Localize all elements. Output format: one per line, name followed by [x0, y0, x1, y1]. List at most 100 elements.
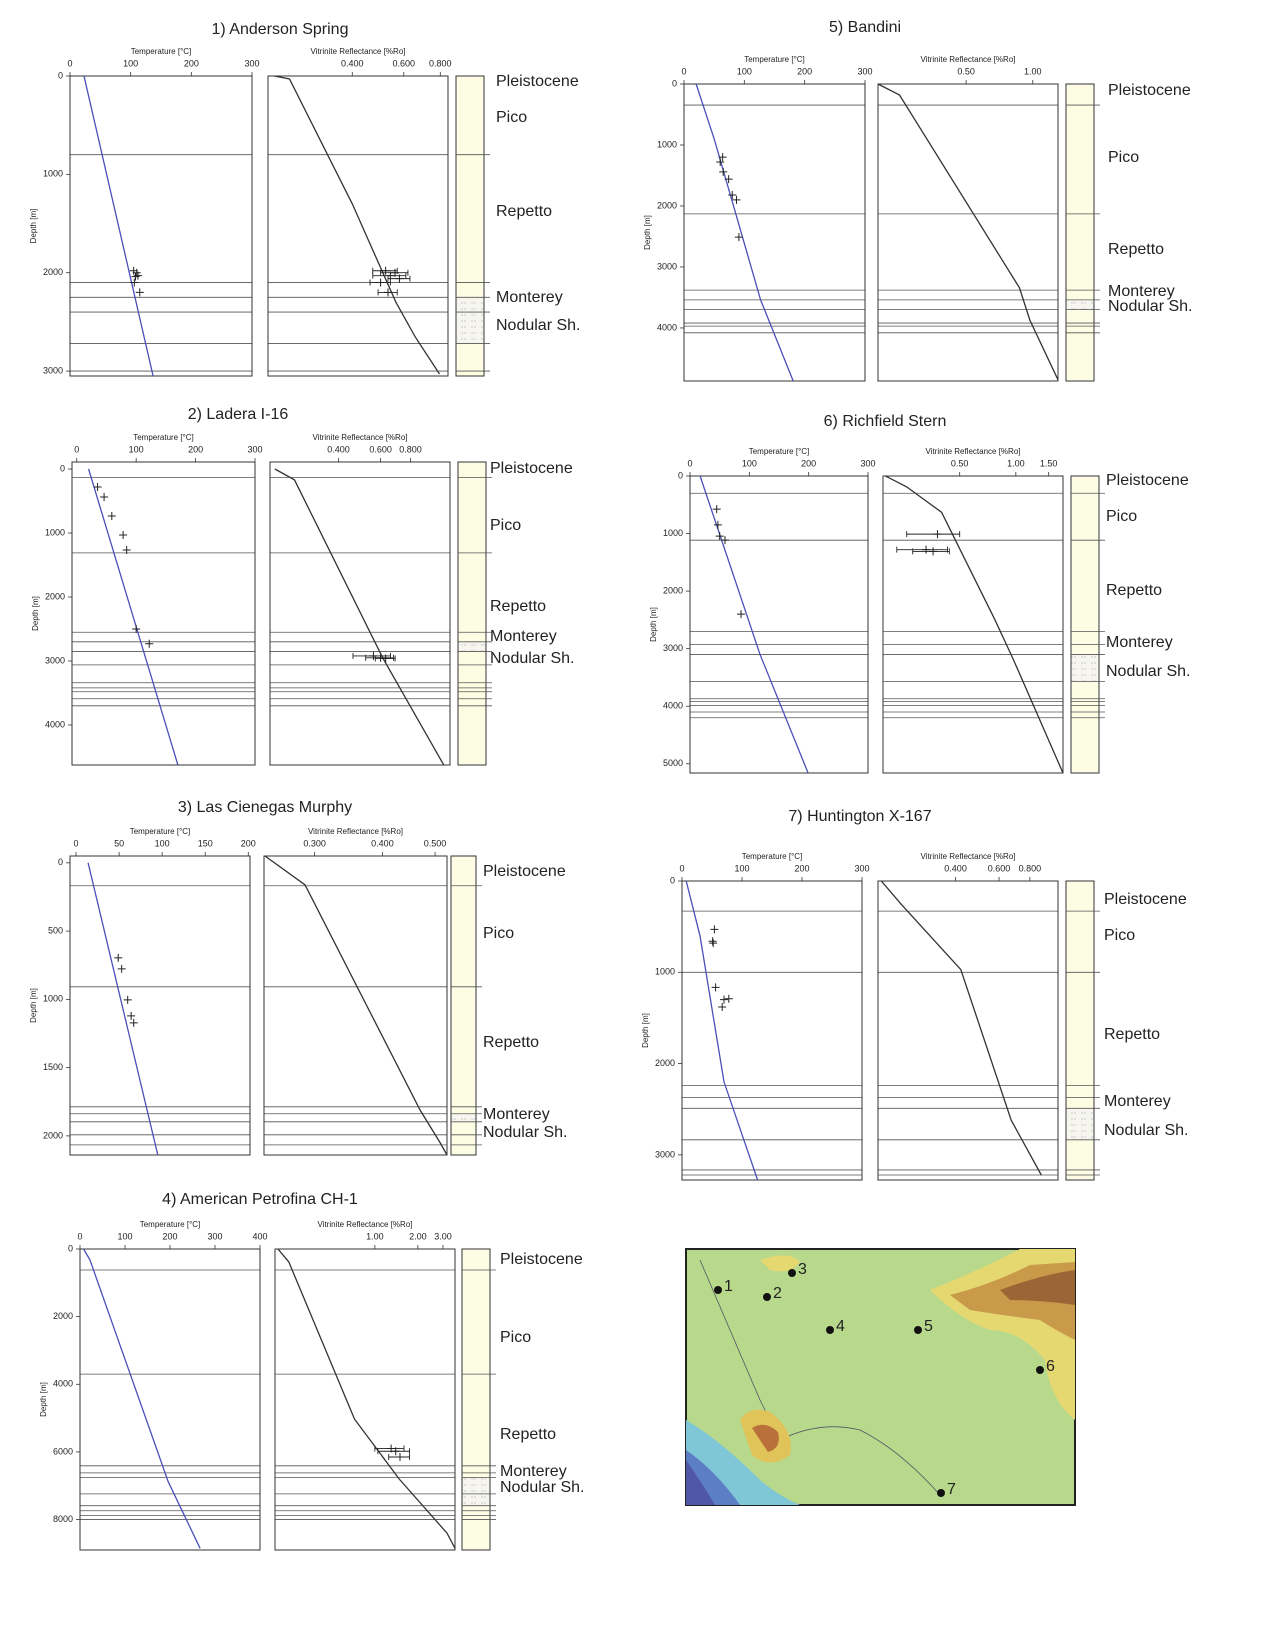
model-line [274, 468, 445, 766]
measured-point [719, 167, 728, 176]
x-tick-label: 3.00 [434, 1231, 452, 1241]
y-tick-label: 4000 [53, 1379, 73, 1389]
x-tick-label: 0 [687, 458, 692, 468]
chart-title: 6) Richfield Stern [824, 413, 947, 430]
panel-frame [689, 475, 869, 774]
x-tick-label: 200 [797, 66, 812, 76]
formation-column [1070, 475, 1100, 774]
location-map: 1 234 567 [685, 1248, 1076, 1506]
x-tick-label: 0.800 [399, 444, 422, 454]
measured-point [93, 483, 102, 492]
x-tick-label: 0 [74, 838, 79, 848]
chart-title: 2) Ladera I-16 [188, 406, 289, 423]
model-line [87, 468, 179, 765]
x-tick-label: 1.00 [1007, 458, 1025, 468]
formation-label: Nodular Sh. [496, 317, 581, 334]
shale-pattern [1066, 1108, 1094, 1140]
y-tick-label: 2000 [43, 267, 63, 277]
measured-point [395, 274, 404, 283]
chart-title: 4) American Petrofina CH-1 [162, 1191, 358, 1208]
x-tick-label: 100 [117, 1231, 132, 1241]
map-coast [779, 1426, 941, 1496]
measured-point [384, 288, 393, 297]
y-tick-label: 0 [672, 78, 677, 88]
x-axis-title: Vitrinite Reflectance [%Ro] [308, 827, 403, 836]
shale-pattern [1066, 299, 1094, 310]
measured-point [132, 625, 141, 634]
measured-point [716, 158, 725, 167]
x-tick-label: 0.400 [341, 58, 364, 68]
x-tick-label: 150 [198, 838, 213, 848]
formation-column [457, 461, 487, 766]
x-tick-label: 200 [794, 863, 809, 873]
map-mountains [1000, 1270, 1075, 1305]
formation-label: Repetto [1108, 241, 1164, 258]
x-axis-title: Temperature [°C] [131, 47, 192, 56]
x-tick-label: 0 [681, 66, 686, 76]
y-tick-label: 5000 [663, 758, 683, 768]
y-axis-title: Depth [m] [31, 596, 40, 631]
site-marker [714, 1286, 722, 1294]
formation-label: Repetto [1106, 582, 1162, 599]
measured-point [396, 1452, 405, 1461]
formation-label: Pico [1108, 149, 1139, 166]
y-axis-title: Depth [m] [643, 215, 652, 250]
formation-label: Pico [490, 517, 521, 534]
x-tick-label: 1.00 [1024, 66, 1042, 76]
y-tick-label: 0 [58, 857, 63, 867]
formation-label: Monterey [1104, 1093, 1171, 1110]
site-marker [826, 1326, 834, 1334]
measured-point [922, 545, 931, 554]
x-tick-label: 0.800 [429, 58, 452, 68]
measured-point [713, 520, 722, 529]
formation-label: Pico [483, 925, 514, 942]
panel-frame [69, 855, 251, 1156]
y-tick-label: 2000 [663, 585, 683, 595]
measured-point [114, 953, 123, 962]
x-tick-label: 100 [737, 66, 752, 76]
y-axis-title: Depth [m] [29, 988, 38, 1023]
y-tick-label: 4000 [45, 719, 65, 729]
x-tick-label: 0.50 [951, 458, 969, 468]
panel-frame [882, 475, 1064, 774]
measured-point [708, 937, 717, 946]
panel-frame [683, 83, 866, 382]
y-tick-label: 2000 [53, 1311, 73, 1321]
measured-point [724, 175, 733, 184]
model-line [885, 475, 1064, 774]
y-tick-label: 8000 [53, 1514, 73, 1524]
measured-point [724, 994, 733, 1003]
y-tick-label: 0 [678, 470, 683, 480]
x-tick-label: 0.50 [957, 66, 975, 76]
model-line [695, 83, 794, 382]
y-tick-label: 3000 [43, 365, 63, 375]
x-axis-title: Vitrinite Reflectance [%Ro] [310, 47, 405, 56]
x-tick-label: 200 [184, 58, 199, 68]
formation-label: Pleistocene [500, 1251, 583, 1268]
measured-point [718, 1002, 727, 1011]
x-tick-label: 100 [155, 838, 170, 848]
formation-column [450, 855, 477, 1156]
model-line [87, 862, 159, 1156]
site-label: 5 [924, 1318, 933, 1335]
formation-label: Repetto [490, 598, 546, 615]
y-tick-label: 1000 [43, 169, 63, 179]
panel-frame [79, 1248, 261, 1551]
y-tick-label: 1000 [655, 967, 675, 977]
y-tick-label: 6000 [53, 1446, 73, 1456]
y-tick-label: 1000 [43, 994, 63, 1004]
formation-label: Pleistocene [1106, 472, 1189, 489]
measured-point [376, 653, 385, 662]
error-bar [906, 531, 961, 538]
formation-label: Monterey [483, 1106, 550, 1123]
chart-title: 5) Bandini [829, 19, 901, 36]
measured-point [123, 995, 132, 1004]
formation-label: Monterey [496, 289, 563, 306]
formation-label: Pleistocene [1104, 891, 1187, 908]
panel-frame [877, 83, 1059, 382]
site-marker [1036, 1366, 1044, 1374]
panel-frame [269, 461, 451, 766]
y-tick-label: 4000 [657, 322, 677, 332]
